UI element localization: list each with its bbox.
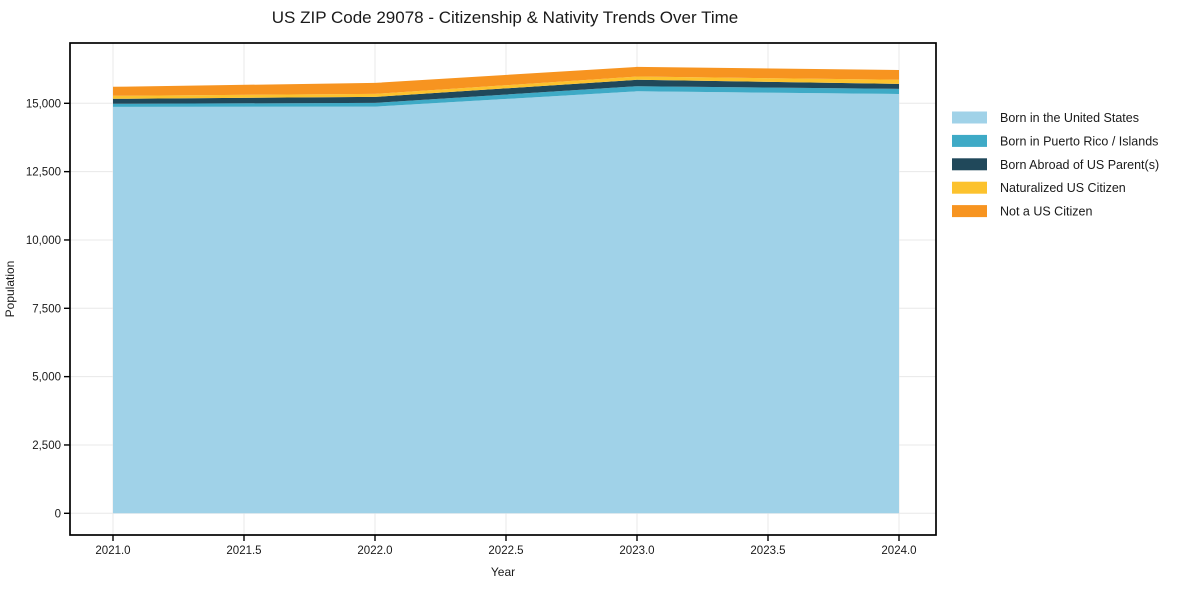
stacked-areas <box>113 66 899 514</box>
plot-border <box>69 42 937 536</box>
y-tick-label: 7,500 <box>32 303 61 315</box>
y-tick-label: 12,500 <box>26 167 61 179</box>
y-tick-label: 0 <box>55 508 61 520</box>
y-tick-label: 2,500 <box>32 440 61 452</box>
area-born-in-the-united-states <box>113 91 899 514</box>
area-naturalized-us-citizen <box>113 76 899 99</box>
legend-label-5: Not a US Citizen <box>1000 205 1092 219</box>
y-tick-label: 15,000 <box>26 98 61 110</box>
chart-title: US ZIP Code 29078 - Citizenship & Nativi… <box>272 8 738 27</box>
x-tick-label: 2022.5 <box>488 545 523 557</box>
legend-swatch-3 <box>952 158 987 171</box>
x-tick-label: 2024.0 <box>881 545 916 557</box>
legend-swatch-5 <box>952 205 987 218</box>
legend-label-1: Born in the United States <box>1000 111 1139 125</box>
legend-label-2: Born in Puerto Rico / Islands <box>1000 134 1158 148</box>
x-tick-label: 2023.5 <box>750 545 785 557</box>
y-tick-label: 5,000 <box>32 372 61 384</box>
x-tick-label: 2023.0 <box>619 545 654 557</box>
legend: Born in the United States Born in Puerto … <box>952 111 1159 219</box>
axis-ticks: 0 2,500 5,000 7,500 10,000 12,500 15,000 2021.0… <box>26 98 917 557</box>
area-not-a-us-citizen <box>113 66 899 96</box>
legend-swatch-1 <box>952 111 987 124</box>
x-tick-label: 2022.0 <box>357 545 392 557</box>
area-born-abroad-of-us-parent-s- <box>113 79 899 104</box>
legend-label-3: Born Abroad of US Parent(s) <box>1000 158 1159 172</box>
y-tick-label: 10,000 <box>26 235 61 247</box>
legend-swatch-4 <box>952 181 987 194</box>
legend-label-4: Naturalized US Citizen <box>1000 181 1126 195</box>
area-born-in-puerto-rico-islands <box>113 86 899 107</box>
y-axis-label: Population <box>3 261 17 318</box>
x-axis-label: Year <box>491 565 515 579</box>
x-tick-label: 2021.0 <box>95 545 130 557</box>
legend-swatch-2 <box>952 134 987 147</box>
x-tick-label: 2021.5 <box>226 545 261 557</box>
